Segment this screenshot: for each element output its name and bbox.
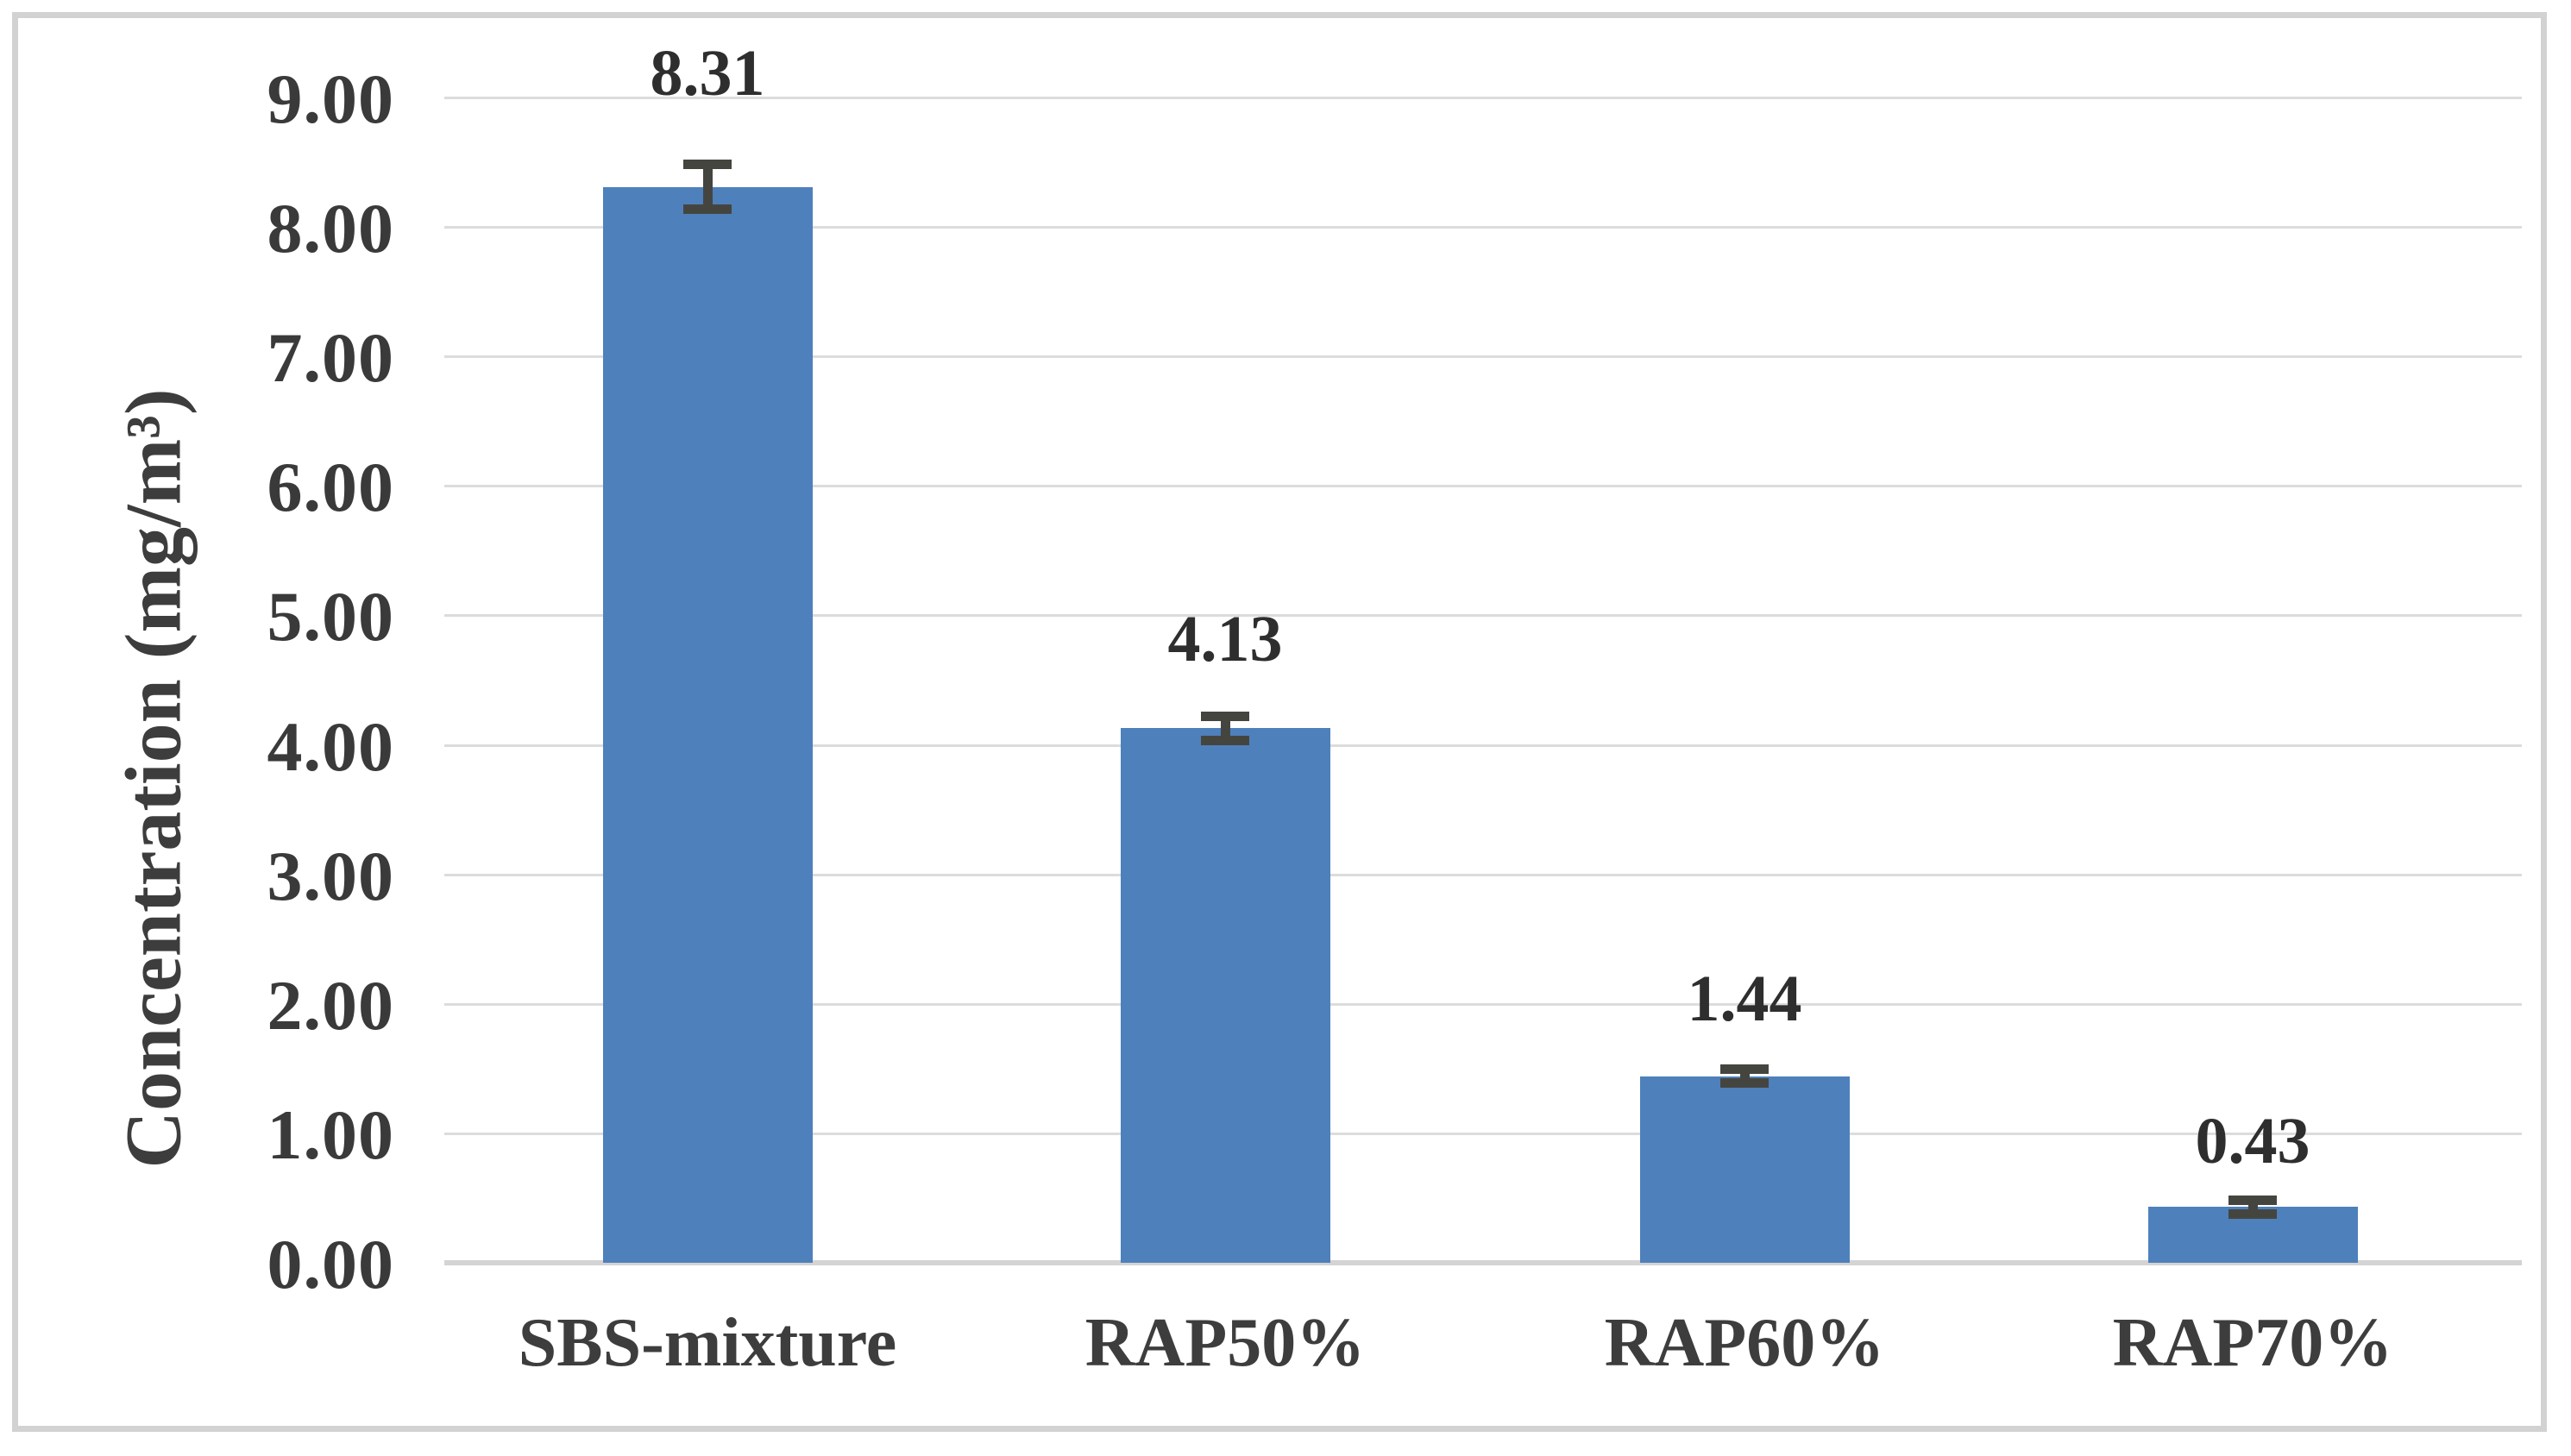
bar: [602, 186, 813, 1263]
error-bar-top-cap: [1201, 711, 1249, 721]
error-bar-top-cap: [2228, 1195, 2277, 1205]
error-bar: [2247, 1195, 2258, 1219]
bar-value-label: 4.13: [1167, 602, 1283, 675]
gridline: [444, 226, 2522, 229]
error-bar-top-cap: [1720, 1064, 1769, 1075]
y-tick-label: 7.00: [267, 318, 394, 398]
y-tick-label: 1.00: [267, 1095, 394, 1174]
gridline: [444, 355, 2522, 359]
y-tick-label: 6.00: [267, 448, 394, 527]
y-tick-label: 3.00: [267, 836, 394, 915]
gridline: [444, 1132, 2522, 1135]
bar-value-label: 1.44: [1687, 963, 1802, 1036]
error-bar: [1739, 1064, 1750, 1089]
y-tick-label: 5.00: [267, 577, 394, 656]
bar-value-label: 0.43: [2195, 1104, 2310, 1177]
error-bar-bottom-cap: [683, 204, 732, 215]
bar: [1120, 728, 1330, 1263]
x-category-label: SBS-mixture: [518, 1305, 897, 1381]
x-category-label: RAP50%: [1084, 1305, 1366, 1381]
error-bar-top-cap: [683, 160, 732, 170]
error-bar-bottom-cap: [1201, 735, 1249, 745]
gridline: [444, 614, 2522, 618]
bar: [1639, 1076, 1850, 1263]
gridline: [444, 744, 2522, 747]
gridline: [444, 485, 2522, 488]
bar-value-label: 8.31: [650, 37, 765, 110]
y-tick-label: 0.00: [267, 1225, 394, 1303]
y-tick-label: 8.00: [267, 189, 394, 268]
x-axis-line: [444, 1260, 2522, 1265]
error-bar: [702, 160, 713, 215]
error-bar: [1220, 711, 1230, 745]
x-category-label: RAP60%: [1604, 1305, 1885, 1381]
chart-frame: 0.00 1.00 2.00 3.00 4.00 5.00 6.00 7.00 8.00 9.00…: [12, 12, 2547, 1432]
gridline: [444, 1002, 2522, 1006]
gridline: [444, 97, 2522, 99]
y-axis-title: Concentration (mg/m³): [109, 388, 198, 1169]
y-tick-label: 9.00: [267, 60, 394, 138]
y-tick-label: 2.00: [267, 965, 394, 1045]
error-bar-bottom-cap: [1720, 1078, 1769, 1089]
gridline: [444, 873, 2522, 876]
y-tick-label: 4.00: [267, 706, 394, 786]
error-bar-bottom-cap: [2228, 1208, 2277, 1219]
x-category-label: RAP70%: [2112, 1305, 2393, 1381]
